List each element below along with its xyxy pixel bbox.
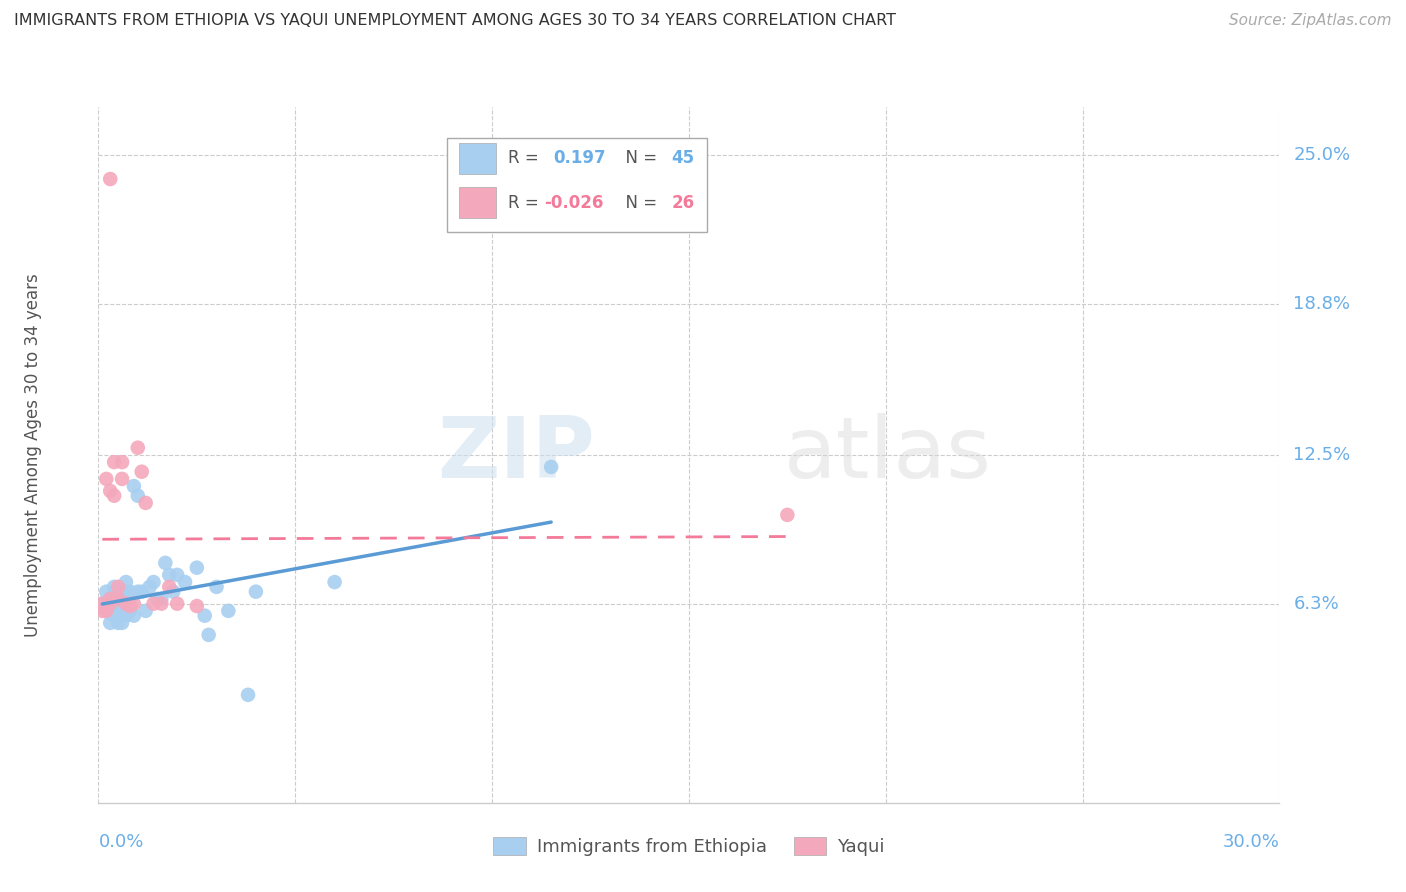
FancyBboxPatch shape — [458, 143, 496, 174]
Point — [96, 604, 118, 618]
Point — [166, 597, 188, 611]
Point — [122, 608, 145, 623]
Point — [157, 567, 180, 582]
Text: 25.0%: 25.0% — [1294, 146, 1351, 164]
Point — [91, 597, 114, 611]
Text: 45: 45 — [671, 149, 695, 168]
Point — [96, 472, 118, 486]
Point — [194, 608, 217, 623]
Point — [115, 575, 138, 590]
Point — [146, 591, 169, 606]
Legend: Immigrants from Ethiopia, Yaqui: Immigrants from Ethiopia, Yaqui — [486, 830, 891, 863]
Text: 6.3%: 6.3% — [1294, 595, 1339, 613]
Point — [131, 465, 153, 479]
FancyBboxPatch shape — [458, 187, 496, 219]
Point — [103, 455, 125, 469]
Point — [96, 584, 118, 599]
Point — [107, 615, 129, 630]
Point — [103, 599, 125, 613]
Point — [155, 556, 177, 570]
Text: IMMIGRANTS FROM ETHIOPIA VS YAQUI UNEMPLOYMENT AMONG AGES 30 TO 34 YEARS CORRELA: IMMIGRANTS FROM ETHIOPIA VS YAQUI UNEMPL… — [14, 13, 896, 29]
Point — [107, 604, 129, 618]
Point — [98, 604, 121, 618]
Point — [127, 489, 149, 503]
Text: Unemployment Among Ages 30 to 34 years: Unemployment Among Ages 30 to 34 years — [24, 273, 42, 637]
Point — [540, 459, 562, 474]
Point — [118, 604, 141, 618]
Point — [323, 575, 346, 590]
Point — [115, 584, 138, 599]
Point — [131, 584, 153, 599]
Text: ZIP: ZIP — [437, 413, 595, 497]
Text: atlas: atlas — [783, 413, 991, 497]
Point — [162, 584, 184, 599]
Point — [122, 479, 145, 493]
Text: N =: N = — [614, 194, 662, 211]
Point — [103, 608, 125, 623]
Point — [127, 584, 149, 599]
Point — [174, 575, 197, 590]
Point — [186, 560, 208, 574]
FancyBboxPatch shape — [447, 138, 707, 232]
Point — [135, 496, 157, 510]
Text: R =: R = — [508, 149, 550, 168]
Text: 0.197: 0.197 — [553, 149, 606, 168]
Point — [115, 597, 138, 611]
Point — [127, 441, 149, 455]
Text: N =: N = — [614, 149, 662, 168]
Point — [776, 508, 799, 522]
Point — [98, 597, 121, 611]
Text: 18.8%: 18.8% — [1294, 294, 1350, 313]
Point — [245, 584, 267, 599]
Point — [205, 580, 228, 594]
Point — [98, 172, 121, 186]
Point — [111, 455, 134, 469]
Point — [138, 580, 160, 594]
Point — [166, 567, 188, 582]
Text: R =: R = — [508, 194, 544, 211]
Point — [96, 604, 118, 618]
Point — [91, 597, 114, 611]
Point — [111, 615, 134, 630]
Point — [91, 604, 114, 618]
Point — [142, 575, 165, 590]
Point — [217, 604, 239, 618]
Point — [107, 591, 129, 606]
Text: 12.5%: 12.5% — [1294, 446, 1351, 464]
Point — [135, 604, 157, 618]
Text: 30.0%: 30.0% — [1223, 833, 1279, 851]
Text: Source: ZipAtlas.com: Source: ZipAtlas.com — [1229, 13, 1392, 29]
Point — [197, 628, 219, 642]
Point — [118, 599, 141, 613]
Point — [111, 472, 134, 486]
Point — [236, 688, 259, 702]
Point — [186, 599, 208, 613]
Point — [122, 597, 145, 611]
Point — [115, 608, 138, 623]
Point — [142, 597, 165, 611]
Text: 0.0%: 0.0% — [98, 833, 143, 851]
Point — [157, 580, 180, 594]
Point — [111, 591, 134, 606]
Point — [111, 604, 134, 618]
Point — [103, 489, 125, 503]
Point — [107, 580, 129, 594]
Point — [118, 584, 141, 599]
Point — [98, 615, 121, 630]
Text: 26: 26 — [671, 194, 695, 211]
Point — [107, 591, 129, 606]
Point — [98, 483, 121, 498]
Point — [98, 591, 121, 606]
Point — [118, 591, 141, 606]
Point — [98, 591, 121, 606]
Point — [150, 591, 173, 606]
Point — [103, 580, 125, 594]
Point — [150, 597, 173, 611]
Text: -0.026: -0.026 — [544, 194, 603, 211]
